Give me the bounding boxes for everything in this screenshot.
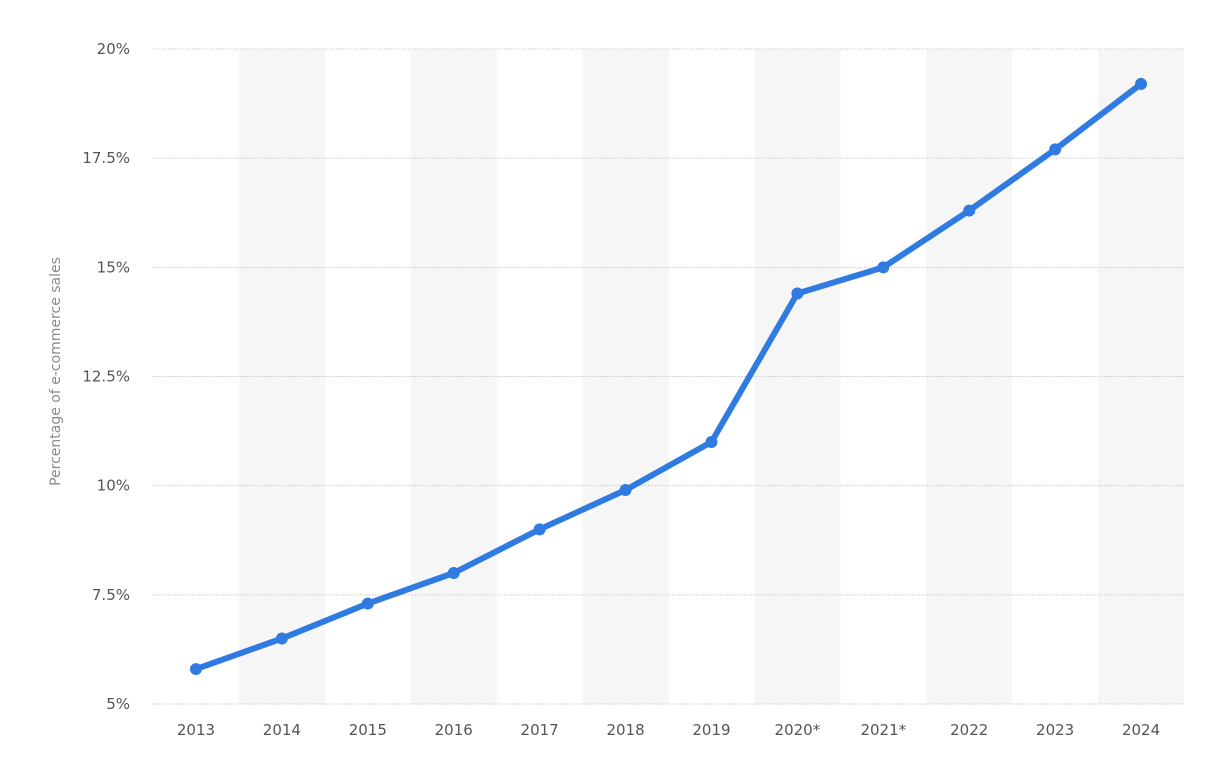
y-gridlines [153,48,1184,705]
data-series [189,77,1148,676]
x-tick-label: 2013 [177,721,215,739]
x-tick-label: 2016 [435,721,473,739]
y-tick-label: 7.5% [92,586,130,604]
x-tick-label: 2023 [1036,721,1074,739]
data-point[interactable] [361,597,374,610]
y-axis-tick-labels: 5% 7.5% 10% 12.5% 15% 17.5% 20% [82,40,130,713]
x-tick-label: 2021* [860,721,906,739]
data-point[interactable] [447,567,460,579]
y-tick-label: 17.5% [82,149,130,167]
x-tick-label: 2022 [950,721,988,739]
y-tick-label: 15% [97,258,130,276]
y-tick-label: 20% [97,40,130,58]
data-point[interactable] [791,287,804,300]
data-point[interactable] [619,484,632,497]
x-tick-label: 2024 [1122,721,1160,739]
y-tick-label: 12.5% [82,368,130,386]
data-point[interactable] [877,261,890,274]
x-tick-label: 2017 [521,721,559,739]
data-point[interactable] [533,523,546,536]
x-tick-label: 2018 [606,721,644,739]
series-line [192,80,1145,673]
column-band [754,49,841,704]
y-tick-label: 10% [97,477,130,495]
data-point[interactable] [275,632,288,645]
x-axis-tick-labels: 2013 2014 2015 2016 2017 2018 2019 2020* 2021* 20… [177,721,1160,739]
data-point[interactable] [1049,143,1062,156]
x-tick-label: 2014 [263,721,301,739]
data-point[interactable] [705,436,718,448]
column-band [238,49,325,704]
y-axis-title: Percentage of e-commerce sales [48,257,64,486]
data-point[interactable] [1135,77,1148,90]
x-tick-label: 2015 [349,721,387,739]
data-point[interactable] [189,663,202,676]
y-tick-label: 5% [106,695,130,713]
x-tick-label: 2019 [692,721,730,739]
x-tick-label: 2020* [775,721,821,739]
data-point[interactable] [963,204,976,217]
